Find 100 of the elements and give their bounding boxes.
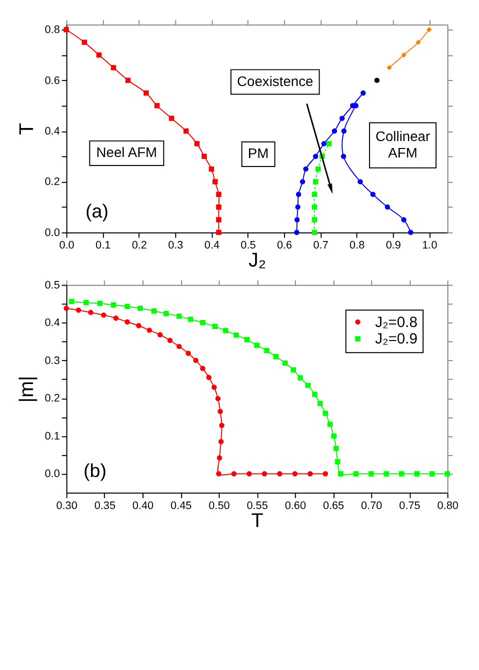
point	[353, 471, 359, 476]
point	[426, 27, 432, 32]
y-tick-label: 0.3	[44, 354, 60, 367]
point	[295, 204, 300, 210]
point	[200, 366, 206, 371]
point	[294, 217, 300, 222]
point	[186, 350, 191, 356]
point	[322, 410, 328, 416]
x-tick-label: 0.4	[204, 240, 220, 252]
point	[246, 471, 252, 476]
point	[206, 374, 212, 380]
x-tick-label: 0.65	[322, 500, 344, 512]
point	[401, 52, 406, 58]
legend-label: J₂=0.9	[375, 332, 418, 348]
y-tick-label: 0.0	[44, 468, 60, 480]
y-tick-label: 0.2	[44, 392, 60, 405]
y-axis-title: T	[16, 122, 38, 136]
point	[312, 392, 318, 398]
point	[212, 384, 217, 390]
point	[312, 204, 318, 210]
point	[216, 192, 222, 197]
point	[212, 324, 218, 330]
y-tick-label: 0.4	[44, 125, 60, 138]
point	[408, 230, 414, 235]
point	[384, 471, 389, 476]
legend-label: J₂=0.8	[375, 314, 418, 331]
point	[168, 116, 174, 121]
point	[113, 315, 118, 321]
point	[124, 319, 130, 324]
point	[298, 375, 303, 380]
point	[202, 154, 207, 159]
point	[222, 328, 228, 334]
point	[416, 40, 421, 45]
point	[277, 471, 282, 476]
annotation: Coexistence	[237, 72, 314, 89]
point	[312, 179, 318, 184]
point	[384, 204, 390, 210]
point	[234, 332, 239, 338]
annotation: (a)	[85, 200, 108, 222]
point	[216, 455, 222, 461]
point	[321, 141, 327, 146]
y-tick-label: 0.5	[44, 279, 60, 292]
point	[125, 78, 131, 83]
point	[216, 204, 222, 210]
point	[264, 348, 270, 354]
point	[339, 116, 345, 121]
point	[340, 154, 346, 159]
annotation: Collinear AFM	[375, 128, 430, 161]
point	[88, 310, 94, 316]
point	[110, 302, 116, 308]
y-tick-label: 0.4	[44, 317, 60, 330]
point	[398, 471, 404, 476]
point	[317, 400, 323, 406]
y-tick-label: 0.0	[44, 226, 60, 239]
x-tick-label: 0.55	[246, 500, 268, 512]
point	[254, 342, 260, 348]
annotation: Neel AFM	[96, 144, 158, 160]
x-tick-label: 0.70	[361, 500, 382, 512]
point	[305, 382, 310, 388]
point	[368, 471, 374, 476]
point	[316, 166, 321, 172]
point	[154, 103, 160, 108]
x-tick-label: 0.6	[276, 240, 292, 252]
point	[358, 179, 363, 184]
x-tick-label: 0.40	[132, 500, 154, 512]
x-tick-label: 0.8	[350, 240, 365, 252]
point	[333, 446, 339, 452]
point	[97, 300, 102, 306]
point	[176, 344, 182, 350]
point	[101, 312, 106, 318]
point	[219, 422, 224, 428]
point	[110, 65, 116, 70]
point	[308, 471, 313, 476]
point	[208, 166, 214, 172]
point	[374, 78, 380, 83]
x-tick-label: 0.7	[313, 240, 328, 252]
point	[200, 320, 206, 326]
point	[216, 471, 222, 476]
point	[69, 298, 74, 304]
point	[282, 360, 288, 366]
point	[124, 304, 130, 309]
point	[176, 314, 182, 319]
point	[338, 471, 344, 476]
point	[290, 367, 296, 372]
annotation: (b)	[84, 460, 106, 481]
point	[360, 90, 366, 96]
point	[216, 217, 222, 222]
point	[183, 128, 189, 134]
x-tick-label: 0.45	[170, 500, 192, 512]
point	[218, 408, 223, 414]
point	[370, 192, 376, 197]
point	[193, 358, 198, 364]
point	[188, 316, 194, 322]
point	[64, 306, 69, 311]
x-tick-label: 0.3	[168, 240, 184, 252]
point	[157, 332, 163, 338]
point	[64, 27, 69, 32]
point	[429, 471, 435, 476]
x-tick-label: 0.2	[132, 240, 147, 252]
point	[76, 308, 82, 313]
